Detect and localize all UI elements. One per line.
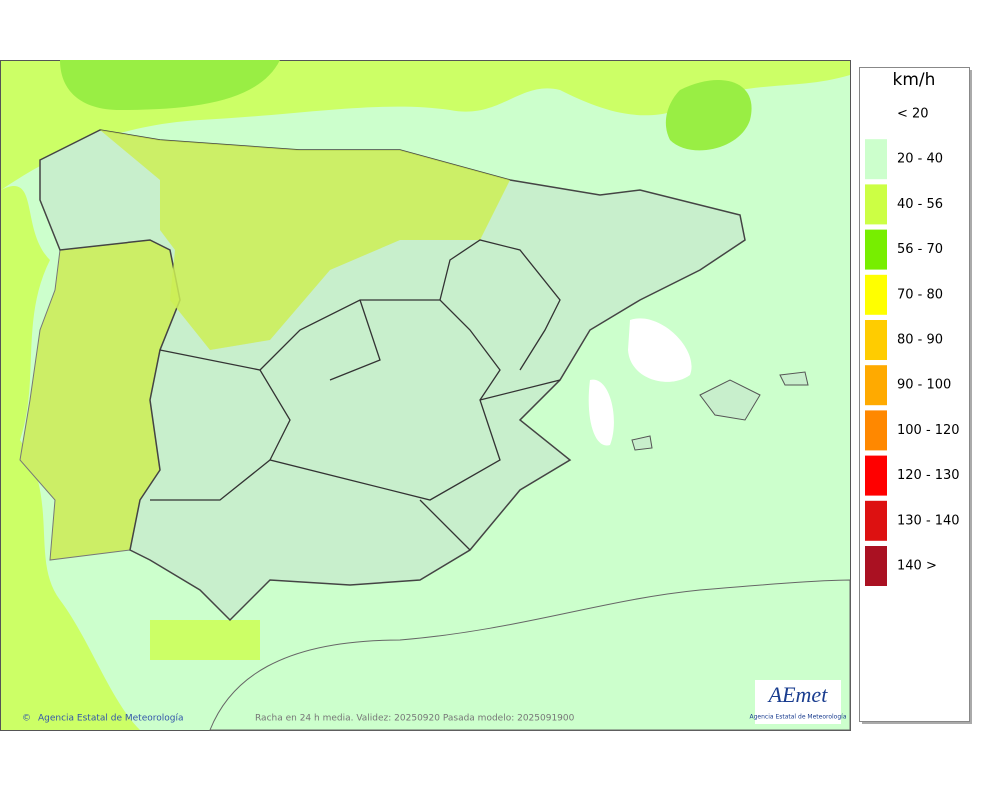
- credit: Agencia Estatal de Meteorología: [38, 714, 184, 724]
- calm-zone: [588, 318, 692, 446]
- caption: Racha en 24 h media. Validez: 20250920 P…: [255, 714, 575, 724]
- legend-swatch: [865, 455, 887, 496]
- legend-label: 56 - 70: [897, 242, 943, 257]
- legend-swatch: [865, 410, 887, 451]
- island: [631, 371, 809, 451]
- legend-swatch: [865, 274, 887, 315]
- wind-zone: [1, 186, 140, 730]
- africa-coast: [209, 579, 851, 731]
- legend-label: 120 - 130: [897, 468, 960, 483]
- logo-name: AEmet: [767, 682, 829, 707]
- credit-icon: ©: [22, 714, 31, 724]
- map-frame: [0, 60, 851, 731]
- legend-label: 130 - 140: [897, 513, 960, 528]
- legend-label: 90 - 100: [897, 378, 951, 393]
- wind-zone: [100, 130, 510, 350]
- legend-title: km/h: [893, 70, 936, 90]
- legend-swatch: [865, 139, 887, 180]
- legend: km/h < 20 20 - 40 40 - 56 56 - 70 70 - 80 80 …: [859, 67, 972, 724]
- wind-zone: [665, 80, 752, 151]
- legend-label: 80 - 90: [897, 333, 943, 348]
- legend-label: 140 >: [897, 559, 937, 574]
- logo: AEmet Agencia Estatal de Meteorología: [750, 680, 847, 724]
- legend-label: 70 - 80: [897, 287, 943, 302]
- logo-box: [755, 680, 841, 724]
- legend-label: 40 - 56: [897, 197, 943, 212]
- legend-swatch: [865, 94, 887, 134]
- legend-label: 100 - 120: [897, 423, 960, 438]
- legend-swatch: [865, 184, 887, 225]
- legend-swatch: [865, 500, 887, 541]
- legend-label: 20 - 40: [897, 152, 943, 167]
- wind-zone: [60, 60, 280, 110]
- legend-label: < 20: [897, 107, 929, 122]
- region-borders: [150, 239, 561, 551]
- legend-swatch: [865, 546, 887, 586]
- legend-swatch: [865, 229, 887, 270]
- legend-swatch: [865, 365, 887, 406]
- logo-subtitle: Agencia Estatal de Meteorología: [750, 714, 847, 721]
- legend-swatch: [865, 320, 887, 360]
